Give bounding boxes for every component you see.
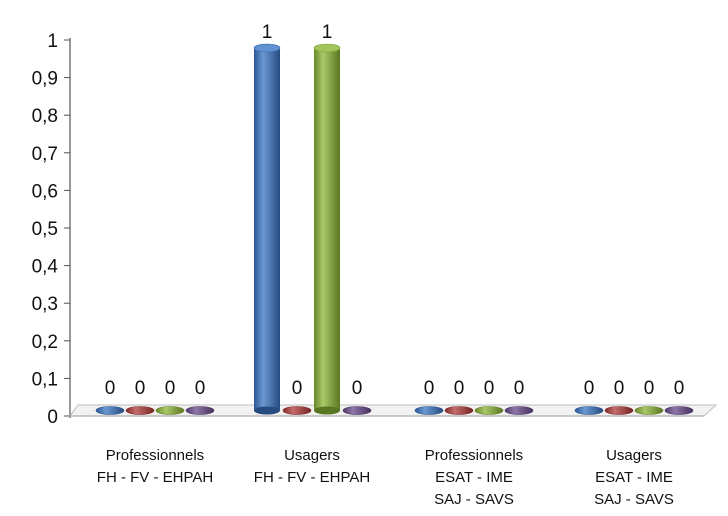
bar-base — [314, 406, 340, 415]
bar-zero-disc — [185, 406, 215, 415]
y-tick-label: 0,8 — [32, 106, 58, 127]
x-tick-label: Professionnels FH - FV - EHPAH — [97, 447, 213, 486]
x-tick-label-line: Professionnels — [425, 447, 523, 464]
bar — [253, 43, 281, 415]
bar — [155, 406, 185, 415]
y-tick-label: 0,9 — [32, 69, 58, 90]
bar — [504, 406, 534, 415]
data-label: 0 — [484, 378, 495, 399]
x-tick-label-line: ESAT - IME — [595, 469, 673, 486]
bar-zero-disc — [282, 406, 312, 415]
bar-zero-disc — [474, 406, 504, 415]
x-tick-label-line: Professionnels — [106, 447, 204, 464]
x-tick-label-line: SAJ - SAVS — [594, 491, 674, 508]
y-tick-label: 0 — [47, 407, 58, 428]
data-label: 0 — [454, 378, 465, 399]
data-label: 1 — [262, 22, 273, 43]
bar — [185, 406, 215, 415]
data-label: 0 — [135, 378, 146, 399]
data-label: 0 — [614, 378, 625, 399]
bar — [414, 406, 444, 415]
x-tick-label: Usagers FH - FV - EHPAH — [254, 447, 370, 486]
x-tick-label: Professionnels ESAT - IME SAJ - SAVS — [425, 447, 523, 508]
data-label: 0 — [674, 378, 685, 399]
data-label: 0 — [195, 378, 206, 399]
bar-zero-disc — [604, 406, 634, 415]
bar-body — [314, 48, 340, 411]
bar-zero-disc — [125, 406, 155, 415]
chart-floor — [69, 404, 718, 417]
bar-zero-disc — [634, 406, 664, 415]
data-label: 0 — [584, 378, 595, 399]
bar — [474, 406, 504, 415]
bar — [574, 406, 604, 415]
data-label: 0 — [165, 378, 176, 399]
bar-zero-disc — [95, 406, 125, 415]
bar — [313, 43, 341, 415]
bar-zero-disc — [664, 406, 694, 415]
bar — [342, 406, 372, 415]
x-tick-label-line: ESAT - IME — [435, 469, 513, 486]
y-tick-label: 0,3 — [32, 294, 58, 315]
bar-zero-disc — [574, 406, 604, 415]
chart-bars — [95, 43, 694, 415]
y-tick-label: 0,2 — [32, 332, 58, 353]
bar-base — [254, 406, 280, 415]
x-tick-label-line: Usagers — [606, 447, 662, 464]
y-tick-label: 1 — [47, 31, 58, 52]
bar-zero-disc — [155, 406, 185, 415]
bar — [444, 406, 474, 415]
bar-top — [253, 43, 281, 53]
bar — [125, 406, 155, 415]
x-tick-label-line: Usagers — [284, 447, 340, 464]
y-tick-label: 0,1 — [32, 369, 58, 390]
bar — [282, 406, 312, 415]
data-label: 0 — [105, 378, 116, 399]
bar-zero-disc — [414, 406, 444, 415]
data-label: 0 — [352, 378, 363, 399]
chart-axes: 0 0,1 0,2 0,3 0,4 0,5 0,6 0,7 0,8 0,9 1 — [32, 31, 71, 428]
data-label: 0 — [644, 378, 655, 399]
x-tick-label: Usagers ESAT - IME SAJ - SAVS — [594, 447, 674, 508]
bar — [95, 406, 125, 415]
x-tick-label-line: FH - FV - EHPAH — [254, 469, 370, 486]
y-tick-label: 0,5 — [32, 219, 58, 240]
data-label: 0 — [292, 378, 303, 399]
bar-zero-disc — [342, 406, 372, 415]
y-tick-label: 0,6 — [32, 181, 58, 202]
y-tick-label: 0,7 — [32, 144, 58, 165]
data-label: 1 — [322, 22, 333, 43]
x-tick-label-line: SAJ - SAVS — [434, 491, 514, 508]
bar — [664, 406, 694, 415]
x-tick-label-line: FH - FV - EHPAH — [97, 469, 213, 486]
bar-zero-disc — [444, 406, 474, 415]
bar — [604, 406, 634, 415]
bar-zero-disc — [504, 406, 534, 415]
bar-top — [313, 43, 341, 53]
y-tick-label: 0,4 — [32, 257, 59, 278]
bar-body — [254, 48, 280, 411]
data-label: 0 — [514, 378, 525, 399]
data-label: 0 — [424, 378, 435, 399]
bar — [634, 406, 664, 415]
